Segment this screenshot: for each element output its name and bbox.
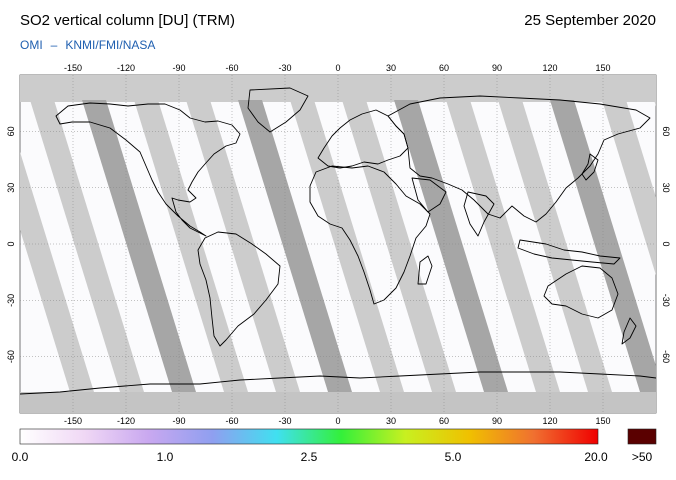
satellite-swaths [20, 100, 656, 392]
swath-band [238, 100, 352, 392]
lon-tick-bottom: 90 [492, 416, 502, 426]
coastlines [20, 87, 656, 395]
antarctica-outline [20, 371, 656, 395]
lat-tick-left: 30 [6, 183, 16, 193]
credit-line: OMI – KNMI/FMI/NASA [20, 38, 155, 52]
colorbar-label-3: 5.0 [444, 450, 462, 464]
swath-band [134, 100, 248, 392]
lon-tick-bottom: 0 [335, 416, 340, 426]
lon-tick-bottom: -30 [278, 416, 291, 426]
colorbar-label-4: 20.0 [584, 450, 608, 464]
australia-outline [543, 265, 619, 319]
swath-band [342, 100, 456, 392]
lat-tick-right: 60 [661, 126, 671, 136]
lon-tick-top: -60 [225, 63, 238, 73]
colorbar [19, 428, 599, 445]
credit-dash: – [50, 38, 58, 52]
arabia-outline [411, 177, 447, 213]
new-zealand-outline [621, 317, 637, 345]
credit-agencies: KNMI/FMI/NASA [65, 38, 156, 52]
lat-tick-right: 30 [661, 183, 671, 193]
indonesia-outline [517, 239, 621, 265]
africa-outline [309, 165, 431, 305]
lat-tick-right: -30 [661, 294, 671, 307]
lon-tick-bottom: -150 [64, 416, 82, 426]
greenland-outline [247, 87, 309, 133]
swath-band [654, 100, 656, 107]
lat-tick-right: -60 [661, 350, 671, 363]
graticule [20, 75, 656, 413]
north-polar-cap [20, 75, 656, 102]
swath-band [498, 100, 612, 392]
lat-tick-right: 0 [661, 241, 671, 246]
date-label: 25 September 2020 [524, 12, 656, 29]
lon-tick-bottom: -90 [172, 416, 185, 426]
axis-ticks: -150 -150 -120 -120 -90 -90 -60 -60 -30 -30 0 0 30 30… [6, 63, 671, 426]
lat-tick-left: 60 [6, 126, 16, 136]
lat-tick-left: -60 [6, 350, 16, 363]
lon-tick-bottom: 60 [439, 416, 449, 426]
asia-outline [387, 95, 651, 223]
india-outline [463, 191, 495, 237]
lon-tick-top: 60 [439, 63, 449, 73]
swath-band [446, 100, 560, 392]
credit-instrument: OMI [20, 38, 43, 52]
lon-tick-top: -90 [172, 63, 185, 73]
south-america-outline [197, 231, 281, 347]
lon-tick-bottom: -120 [117, 416, 135, 426]
colorbar-label-5: >50 [631, 450, 653, 464]
madagascar-outline [417, 255, 433, 285]
swath-band [20, 151, 94, 392]
lon-tick-bottom: -60 [225, 416, 238, 426]
swath-band [394, 100, 508, 392]
lon-tick-top: -120 [117, 63, 135, 73]
chart-title: SO2 vertical column [DU] (TRM) [20, 12, 236, 29]
lon-tick-top: 150 [595, 63, 610, 73]
colorbar-overflow-box [627, 428, 657, 445]
lon-tick-top: 30 [386, 63, 396, 73]
swath-band [82, 100, 196, 392]
colorbar-label-2: 2.5 [300, 450, 318, 464]
north-america-outline [55, 102, 241, 237]
swath-band [30, 100, 144, 392]
lon-tick-top: 0 [335, 63, 340, 73]
lat-tick-left: 0 [6, 241, 16, 246]
lon-tick-bottom: 150 [595, 416, 610, 426]
lon-tick-bottom: 120 [542, 416, 557, 426]
swath-band [186, 100, 300, 392]
japan-outline [581, 153, 599, 181]
lon-tick-top: 90 [492, 63, 502, 73]
colorbar-label-1: 1.0 [156, 450, 174, 464]
lon-tick-bottom: 30 [386, 416, 396, 426]
colorbar-label-0: 0.0 [11, 450, 29, 464]
lon-tick-top: -150 [64, 63, 82, 73]
swath-band [290, 100, 404, 392]
lat-tick-left: -30 [6, 294, 16, 307]
lon-tick-top: -30 [278, 63, 291, 73]
lon-tick-top: 120 [542, 63, 557, 73]
